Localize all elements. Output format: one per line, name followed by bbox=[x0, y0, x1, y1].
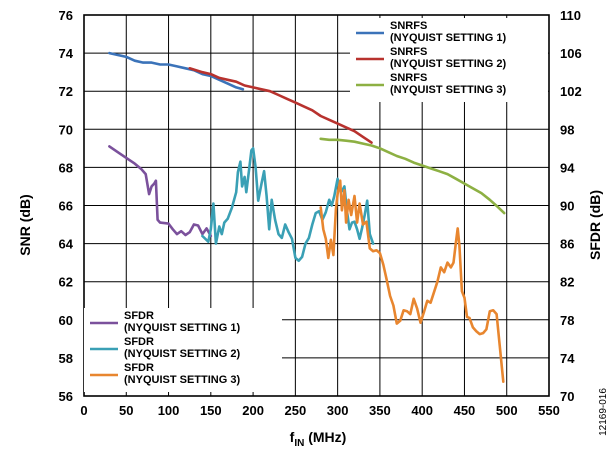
x-axis-title-sub: IN bbox=[294, 438, 304, 449]
legend-snrfs-label: SNRFS bbox=[390, 20, 427, 32]
legend-sfdr-label: SFDR bbox=[124, 310, 154, 322]
x-tick-label: 350 bbox=[369, 403, 391, 418]
y-axis-left-title: SNR (dB) bbox=[17, 194, 33, 255]
x-axis-title-unit: (MHz) bbox=[304, 429, 346, 445]
y-right-tick-label: 106 bbox=[560, 46, 582, 61]
plot-frame bbox=[83, 14, 550, 397]
series-lines bbox=[108, 51, 506, 383]
x-tick-label: 450 bbox=[454, 403, 476, 418]
legend-sfdr-label-detail: (NYQUIST SETTING 3) bbox=[124, 374, 240, 386]
y-left-tick-label: 66 bbox=[59, 199, 73, 214]
y-left-tick-label: 58 bbox=[59, 351, 73, 366]
x-tick-label: 250 bbox=[285, 403, 307, 418]
series-line-1 bbox=[108, 51, 245, 91]
x-tick-label: 550 bbox=[538, 403, 560, 418]
series-line-6 bbox=[319, 179, 505, 383]
x-tick-label: 100 bbox=[158, 403, 180, 418]
legend-snrfs-label-detail: (NYQUIST SETTING 2) bbox=[390, 58, 506, 70]
right-y-axis-ticks: 70 74 78 82 86 90 94 98 102 106 110 bbox=[560, 8, 582, 404]
legend-sfdr-label: SFDR bbox=[124, 362, 154, 374]
y-left-tick-label: 70 bbox=[59, 122, 73, 137]
y-right-tick-label: 98 bbox=[560, 122, 574, 137]
figure-id: 12169-016 bbox=[598, 388, 609, 436]
legend-snrfs-label-detail: (NYQUIST SETTING 3) bbox=[390, 84, 506, 96]
left-y-axis-ticks: 56 58 60 62 64 66 68 70 72 74 76 bbox=[59, 8, 74, 404]
x-tick-label: 150 bbox=[200, 403, 222, 418]
y-left-tick-label: 68 bbox=[59, 160, 73, 175]
legend-sfdr-label-detail: (NYQUIST SETTING 1) bbox=[124, 322, 240, 334]
y-left-tick-label: 64 bbox=[59, 237, 74, 252]
y-right-tick-label: 90 bbox=[560, 199, 574, 214]
x-axis-ticks: 0 50 100 150 200 250 300 350 400 450 500 550 bbox=[80, 403, 559, 418]
x-axis-title: fIN (MHz) bbox=[290, 429, 347, 449]
legend-snrfs-label: SNRFS bbox=[390, 72, 427, 84]
legend-snrfs-label: SNRFS bbox=[390, 46, 427, 58]
legend-snrfs-label-detail: (NYQUIST SETTING 1) bbox=[390, 32, 506, 44]
legend-snrfs: SNRFS(NYQUIST SETTING 1)SNRFS(NYQUIST SE… bbox=[350, 18, 548, 102]
y-left-tick-label: 56 bbox=[59, 389, 73, 404]
y-right-tick-label: 82 bbox=[560, 275, 574, 290]
series-line-4 bbox=[108, 145, 213, 238]
series-line-2 bbox=[188, 67, 373, 144]
y-left-tick-label: 72 bbox=[59, 84, 73, 99]
legend-sfdr-label-detail: (NYQUIST SETTING 2) bbox=[124, 348, 240, 360]
y-right-tick-label: 102 bbox=[560, 84, 582, 99]
x-tick-label: 500 bbox=[496, 403, 518, 418]
y-right-tick-label: 86 bbox=[560, 237, 574, 252]
x-tick-label: 50 bbox=[119, 403, 133, 418]
y-right-tick-label: 94 bbox=[560, 160, 575, 175]
legend-sfdr: SFDR(NYQUIST SETTING 1)SFDR(NYQUIST SETT… bbox=[84, 308, 282, 392]
y-right-tick-label: 74 bbox=[560, 351, 575, 366]
y-right-tick-label: 110 bbox=[560, 8, 581, 23]
y-right-tick-label: 78 bbox=[560, 313, 574, 328]
x-tick-label: 400 bbox=[411, 403, 433, 418]
y-left-tick-label: 76 bbox=[59, 8, 73, 23]
legend-sfdr-label: SFDR bbox=[124, 336, 154, 348]
y-left-tick-label: 62 bbox=[59, 275, 73, 290]
x-tick-label: 0 bbox=[80, 403, 87, 418]
x-axis-title-main: f bbox=[290, 429, 295, 445]
y-left-tick-label: 74 bbox=[59, 46, 74, 61]
series-line-3 bbox=[319, 137, 506, 215]
x-tick-label: 200 bbox=[242, 403, 264, 418]
y-left-tick-label: 60 bbox=[59, 313, 73, 328]
x-tick-label: 300 bbox=[327, 403, 349, 418]
y-right-tick-label: 70 bbox=[560, 389, 574, 404]
y-axis-right-title: SFDR (dB) bbox=[587, 190, 603, 260]
